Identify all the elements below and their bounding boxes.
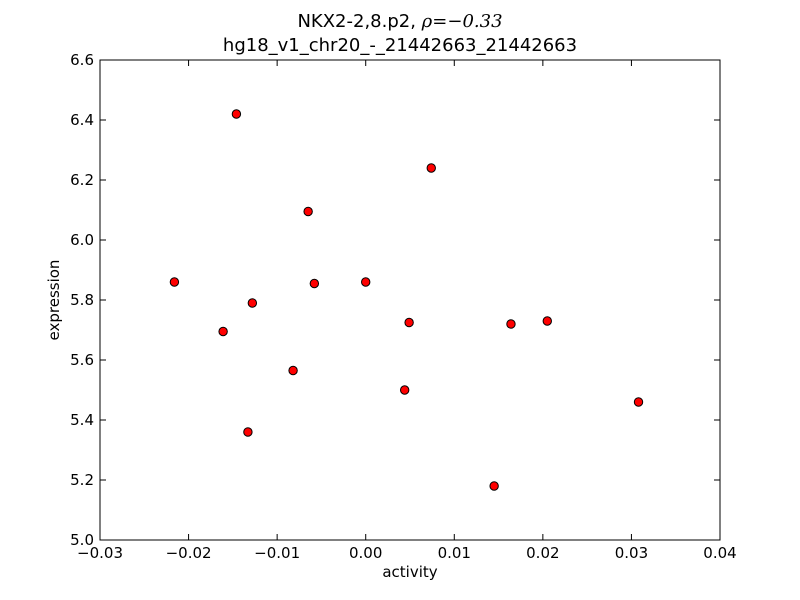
y-tick-label: 5.6 bbox=[70, 351, 94, 369]
data-point bbox=[169, 277, 180, 287]
x-tick-label: 0.00 bbox=[349, 544, 382, 562]
x-axis-label: activity bbox=[382, 563, 437, 581]
y-tick-label: 6.4 bbox=[70, 111, 94, 129]
y-tick-label: 5.2 bbox=[70, 471, 94, 489]
data-point bbox=[633, 397, 644, 407]
chart-title-prefix: NKX2-2,8.p2, bbox=[297, 11, 422, 32]
data-point bbox=[426, 163, 436, 173]
data-point bbox=[218, 326, 228, 337]
tick-labels-layer: −0.03 −0.02 −0.01 0.00 0.01 0.02 0.03 0.04 5.0 5.… bbox=[70, 51, 737, 562]
y-tick-label: 6.0 bbox=[70, 231, 94, 249]
data-point bbox=[247, 298, 258, 308]
ticks-layer bbox=[99, 59, 721, 541]
points-layer bbox=[169, 109, 644, 491]
plot-frame bbox=[99, 59, 721, 541]
y-tick-label: 5.8 bbox=[70, 291, 94, 309]
y-tick-label: 6.2 bbox=[70, 171, 94, 189]
x-tick-label: 0.03 bbox=[615, 544, 648, 562]
rho-symbol: ρ bbox=[421, 11, 433, 32]
data-point bbox=[303, 206, 313, 217]
data-point bbox=[399, 385, 410, 395]
data-point bbox=[288, 365, 298, 376]
x-tick-label: −0.03 bbox=[77, 544, 123, 562]
data-point bbox=[361, 277, 371, 287]
chart-title: NKX2-2,8.p2, ρ=−0.33 bbox=[0, 11, 800, 32]
y-tick-label: 5.0 bbox=[70, 531, 94, 549]
x-tick-label: 0.01 bbox=[438, 544, 471, 562]
data-point bbox=[231, 109, 242, 119]
data-point bbox=[506, 319, 516, 329]
chart-subtitle: hg18_v1_chr20_-_21442663_21442663 bbox=[222, 35, 578, 56]
data-point bbox=[489, 481, 499, 491]
x-tick-label: −0.02 bbox=[166, 544, 212, 562]
y-axis-label: expression bbox=[45, 260, 63, 341]
data-point bbox=[243, 427, 253, 437]
x-tick-label: 0.02 bbox=[526, 544, 559, 562]
data-point bbox=[542, 316, 552, 326]
x-tick-label: 0.04 bbox=[703, 544, 736, 562]
x-tick-label: −0.01 bbox=[254, 544, 300, 562]
data-point bbox=[309, 278, 320, 289]
y-tick-label: 5.4 bbox=[70, 411, 94, 429]
rho-value: −0.33 bbox=[447, 11, 503, 32]
rho-equals: = bbox=[432, 11, 448, 32]
y-tick-label: 6.6 bbox=[70, 51, 94, 69]
data-point bbox=[404, 317, 414, 328]
